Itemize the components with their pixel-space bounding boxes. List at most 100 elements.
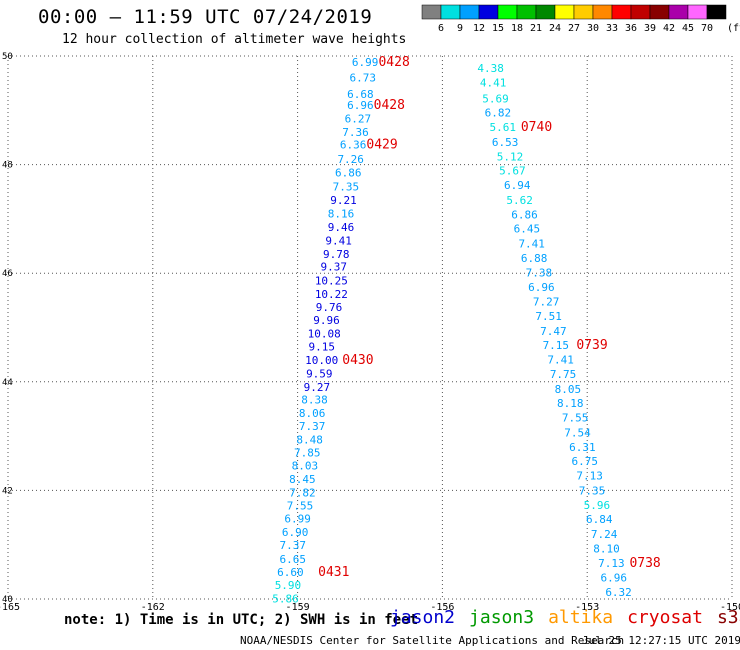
color-scale-label: 15 (492, 23, 504, 34)
color-scale-label: 45 (682, 23, 694, 34)
swh-value: 5.67 (499, 165, 526, 178)
swh-value: 9.46 (328, 221, 355, 234)
swh-value: 8.03 (292, 459, 319, 472)
swh-value: 5.69 (482, 92, 509, 105)
color-scale-label: 27 (568, 23, 580, 34)
swh-value: 6.82 (485, 106, 512, 119)
pass-time-label: 0429 (366, 138, 397, 153)
swh-value: 8.05 (555, 383, 582, 396)
swh-value: 7.75 (550, 368, 577, 381)
mission-legend: jason2 jason3 altika cryosat s3a (390, 607, 740, 628)
swh-value: 9.76 (316, 301, 343, 314)
swh-value: 6.94 (504, 179, 531, 192)
swh-value: 9.78 (323, 248, 350, 261)
swh-value: 6.86 (511, 209, 538, 222)
lon-tick-label: -165 (0, 602, 20, 613)
generation-timestamp: Jul 25 12:27:15 UTC 2019 (582, 634, 740, 647)
lat-tick-label: 42 (2, 486, 13, 496)
swh-value: 7.38 (526, 267, 553, 280)
swh-value: 9.15 (308, 341, 335, 354)
lat-tick-label: 40 (2, 595, 13, 605)
swh-value: 9.96 (313, 314, 340, 327)
lat-tick-label: 46 (2, 269, 13, 279)
swh-value: 7.36 (342, 126, 369, 139)
swh-value: 9.21 (330, 194, 357, 207)
color-scale-legend: 6 9 12 15 18 21 24 27 30 33 36 39 42 45 70 (ft) (421, 4, 740, 34)
swh-value: 7.24 (591, 528, 618, 541)
swh-value: 9.59 (306, 368, 333, 381)
swh-value: 6.45 (514, 223, 541, 236)
swh-value: 7.27 (533, 295, 560, 308)
swh-value: 7.55 (562, 412, 589, 425)
mission-s3a: s3a (716, 607, 740, 628)
credit-line: NOAA/NESDIS Center for Satellite Applica… (240, 634, 625, 647)
swh-value: 5.86 (272, 592, 299, 605)
swh-value: 5.12 (497, 150, 524, 163)
swh-value: 7.85 (294, 446, 321, 459)
swh-value: 6.86 (335, 167, 362, 180)
chart-title: 00:00 – 11:59 UTC 07/24/2019 (38, 6, 373, 28)
pass-time-label: 0428 (374, 98, 405, 113)
swh-value: 10.22 (315, 288, 348, 301)
swh-value: 6.27 (345, 112, 372, 125)
lat-tick-label: 50 (2, 52, 13, 62)
color-scale-label: 12 (473, 23, 485, 34)
swh-value: 6.96 (347, 99, 374, 112)
swh-value: 7.54 (564, 426, 591, 439)
units-note: note: 1) Time is in UTC; 2) SWH is in fe… (64, 612, 419, 628)
swh-value: 8.48 (296, 433, 323, 446)
color-scale-label: 39 (644, 23, 656, 34)
lon-tick-label: -153 (575, 602, 599, 613)
lon-tick-label: -150 (720, 602, 740, 613)
lon-tick-label: -159 (286, 602, 310, 613)
swh-value: 6.99 (284, 513, 311, 526)
swh-value: 8.10 (593, 543, 620, 556)
swh-value: 10.00 (305, 354, 338, 367)
pass-time-label: 0430 (342, 353, 373, 368)
pass-time-label: 0428 (378, 55, 409, 70)
pass-time-label: 0431 (318, 565, 349, 580)
swh-value: 6.96 (528, 281, 555, 294)
color-scale-label: 24 (549, 23, 561, 34)
color-scale-label: 42 (663, 23, 675, 34)
lat-tick-label: 44 (2, 378, 13, 388)
swh-value: 6.90 (282, 526, 309, 539)
color-scale-label: 6 (438, 23, 444, 34)
swh-value: 6.31 (569, 441, 596, 454)
color-scale-label: 21 (530, 23, 542, 34)
swh-value: 6.32 (605, 586, 632, 599)
swh-value: 6.84 (586, 513, 613, 526)
swh-value: 6.99 (352, 56, 379, 69)
swh-value: 9.27 (304, 381, 331, 394)
mission-altika: altika (548, 607, 614, 628)
swh-value: 8.45 (289, 473, 316, 486)
swh-value: 6.65 (280, 553, 307, 566)
color-swatch-70 (706, 4, 727, 20)
pass-time-label: 0739 (576, 338, 607, 353)
pass-time-label: 0740 (521, 120, 552, 135)
color-scale-label: 18 (511, 23, 523, 34)
swh-value: 10.08 (308, 327, 341, 340)
swh-value: 7.41 (547, 354, 574, 367)
swh-value: 9.37 (321, 261, 348, 274)
color-scale-unit: (ft) (727, 23, 740, 34)
color-scale-label: 70 (701, 23, 713, 34)
swh-value: 6.88 (521, 252, 548, 265)
swh-value: 7.35 (579, 484, 606, 497)
chart-subtitle: 12 hour collection of altimeter wave hei… (62, 32, 407, 47)
swh-value: 6.60 (277, 566, 304, 579)
lat-tick-label: 48 (2, 161, 13, 171)
swh-value: 7.51 (535, 310, 562, 323)
swh-value: 7.37 (280, 539, 307, 552)
swh-value: 7.82 (289, 487, 316, 500)
swh-value: 7.26 (337, 153, 364, 166)
swh-value: 7.37 (299, 420, 326, 433)
swh-value: 7.55 (287, 500, 314, 513)
swh-value: 5.96 (584, 499, 611, 512)
swh-value: 5.61 (489, 121, 516, 134)
swh-value: 6.73 (350, 72, 377, 85)
swh-value: 4.38 (477, 62, 504, 75)
swh-value: 4.41 (480, 77, 507, 90)
swh-value: 8.18 (557, 397, 584, 410)
